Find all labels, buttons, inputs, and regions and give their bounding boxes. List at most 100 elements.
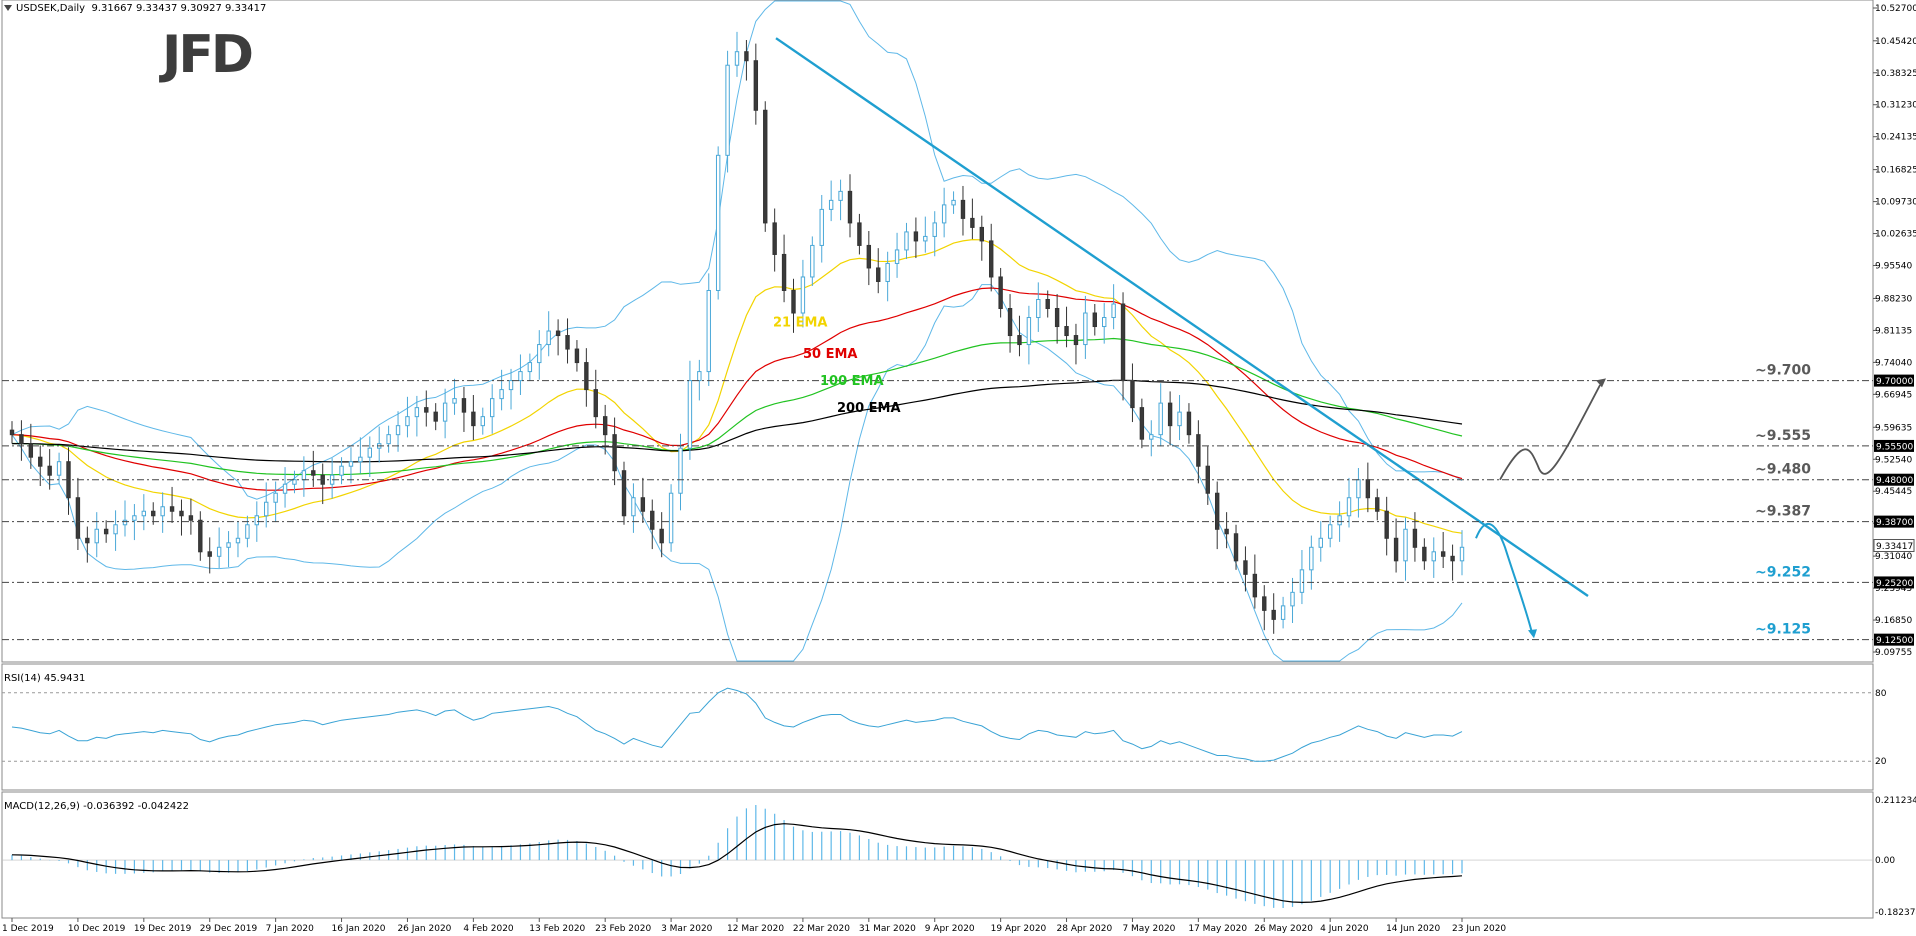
candle-body — [47, 465, 52, 476]
level-tag: 9.55500 — [1876, 442, 1913, 452]
candle-body — [1450, 555, 1455, 562]
rsi-line — [11, 687, 1463, 762]
level-tag-bg — [1874, 515, 1914, 528]
candle-body — [1026, 317, 1032, 346]
candle-body — [1045, 298, 1050, 310]
candle-body — [913, 231, 919, 242]
candle-body — [800, 276, 806, 314]
candle-body — [1280, 605, 1286, 620]
y-tick-label: 9.31040 — [1875, 552, 1912, 562]
candle-body — [810, 244, 815, 278]
candle-body — [725, 64, 730, 156]
candle-body — [367, 447, 372, 458]
x-tick-label: 19 Dec 2019 — [134, 924, 192, 934]
candle-body — [527, 362, 533, 373]
level-tag-bg — [1874, 633, 1914, 646]
candle-body — [979, 226, 985, 242]
candle-body — [1440, 551, 1446, 557]
macd-panel — [1, 791, 1874, 919]
ema-200-line — [12, 379, 1463, 463]
candle-body — [1111, 303, 1116, 319]
candle-body — [1167, 402, 1173, 427]
candle-body — [122, 519, 128, 526]
level-tag-bg — [1874, 576, 1914, 589]
y-tick-label: 9.59635 — [1875, 423, 1912, 433]
candle-body — [216, 546, 222, 557]
candle-body — [1337, 515, 1342, 526]
candle-body — [9, 429, 15, 436]
candle-body — [998, 276, 1003, 310]
downtrend-line — [775, 37, 1589, 597]
x-tick-label: 4 Feb 2020 — [463, 924, 514, 934]
bollinger-lower — [11, 284, 1463, 662]
candle-body — [612, 434, 617, 472]
candle-body — [226, 542, 231, 548]
candle-body — [273, 492, 278, 503]
candle-body — [301, 470, 307, 481]
x-tick-label: 7 May 2020 — [1122, 924, 1175, 934]
candle-body — [989, 240, 994, 278]
candle-body — [19, 434, 24, 445]
macd-tick-label: -0.182374 — [1875, 908, 1916, 918]
level-tag: 9.25200 — [1876, 579, 1913, 589]
current-price-tag: 9.33417 — [1876, 542, 1913, 552]
y-tick-label: 9.09755 — [1875, 648, 1912, 658]
candle-body — [1327, 524, 1333, 539]
y-tick-label: 9.23945 — [1875, 584, 1912, 594]
candle-body — [424, 407, 429, 413]
candle-body — [1290, 591, 1295, 607]
rsi-tick-label: 80 — [1875, 689, 1887, 699]
y-tick-label: 9.52540 — [1875, 455, 1912, 465]
chart-header: USDSEK,Daily 9.31667 9.33437 9.30927 9.3… — [4, 3, 266, 14]
candle-body — [574, 348, 580, 364]
y-tick-label: 9.74040 — [1875, 358, 1912, 368]
candle-body — [1393, 537, 1399, 562]
x-tick-label: 22 Mar 2020 — [793, 924, 850, 934]
ema-label: 100 EMA — [820, 374, 884, 389]
y-tick-label: 9.95540 — [1875, 262, 1912, 272]
candle-body — [668, 492, 674, 544]
x-tick-label: 23 Feb 2020 — [595, 924, 651, 934]
bearish-scenario-arrow — [1475, 522, 1533, 634]
candle-body — [584, 362, 589, 391]
current-price-tag-bg — [1873, 538, 1915, 552]
candle-body — [452, 398, 457, 404]
x-tick-label: 9 Apr 2020 — [925, 924, 975, 934]
candle-body — [1130, 380, 1135, 409]
candle-body — [1196, 434, 1201, 467]
candle-body — [904, 231, 909, 251]
bullish-arrowhead-icon — [1596, 378, 1606, 388]
candle-body — [894, 249, 900, 264]
ema-50-line — [11, 287, 1463, 491]
candle-body — [311, 470, 316, 476]
y-tick-label: 9.45445 — [1875, 487, 1912, 497]
ema-21-line — [11, 238, 1463, 534]
ema-label: 200 EMA — [837, 401, 901, 416]
candle-body — [103, 528, 109, 535]
candle-body — [687, 380, 693, 449]
y-tick-label: 9.88230 — [1875, 294, 1912, 304]
y-tick-label: 10.38325 — [1875, 69, 1916, 79]
candle-body — [1356, 479, 1361, 499]
candle-body — [141, 510, 147, 517]
x-tick-label: 1 Dec 2019 — [2, 924, 54, 934]
candle-body — [1459, 546, 1465, 562]
macd-label: MACD(12,26,9) -0.036392 -0.042422 — [4, 801, 189, 812]
candle-body — [941, 204, 947, 224]
y-tick-label: 9.81135 — [1875, 326, 1912, 336]
candle-body — [56, 461, 62, 476]
level-tag: 9.38700 — [1876, 518, 1913, 528]
candle-body — [1083, 312, 1088, 346]
x-tick-label: 31 Mar 2020 — [859, 924, 916, 934]
collapse-triangle-icon[interactable] — [4, 5, 12, 11]
candle-body — [1158, 402, 1163, 436]
candle-body — [442, 402, 448, 422]
candle-body — [1262, 596, 1267, 611]
level-label: ~9.700 — [1755, 363, 1811, 379]
level-label: ~9.555 — [1755, 428, 1811, 444]
level-label: ~9.125 — [1755, 622, 1811, 638]
candle-body — [414, 407, 420, 418]
candle-body — [640, 497, 646, 512]
candle-body — [1139, 407, 1145, 440]
